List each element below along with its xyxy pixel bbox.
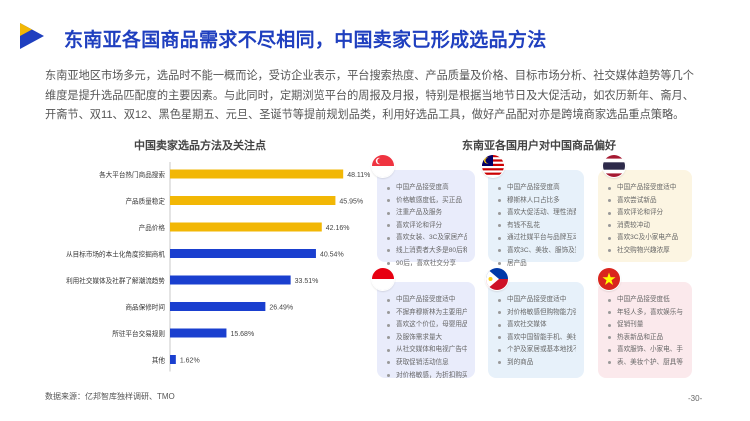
category-label: 产品价格: [139, 223, 166, 232]
bar: [170, 275, 291, 285]
card-list: 中国产品接受度适中 喜欢尝试新品 喜欢评论和评分 消费较冲动 喜欢3C及小家电产品 社交购…: [608, 182, 684, 258]
preference-item: 喜欢女装、3C及家居产品: [387, 232, 467, 245]
preference-item: 喜欢尝试新品: [608, 195, 684, 208]
value-label: 1.62%: [180, 358, 200, 365]
preference-item: 中国产品接受度适中: [608, 182, 684, 195]
philippines-card: 中国产品接受度适中 对价格敏感但购物能力强 喜欢社交媒体 喜欢中国智能手机、美妆 个护及…: [488, 282, 584, 378]
preference-item: 到的商品: [498, 357, 576, 370]
preference-item: 居产品: [498, 258, 576, 271]
preference-item: 喜欢社交媒体: [498, 319, 576, 332]
preference-item: 线上消费者大多是80后和: [387, 245, 467, 258]
chart-title: 中国卖家选品方法及关注点: [134, 140, 266, 152]
preference-item: 通过社媒平台与品牌互动: [498, 232, 576, 245]
preference-item: 90后，喜欢社交分享: [387, 258, 467, 271]
preference-item: 喜欢评论和评分: [608, 207, 684, 220]
brand-logo-icon: [20, 23, 44, 49]
preference-item: 穆斯林人口占比多: [498, 195, 576, 208]
preference-item: 从社交媒体和电视广告中: [387, 344, 467, 357]
preference-item: 喜欢3C及小家电产品: [608, 232, 684, 245]
preference-item: 年轻人多，喜欢娱乐与: [608, 307, 684, 320]
value-label: 33.51%: [295, 278, 319, 285]
value-label: 26.49%: [269, 305, 293, 312]
preference-item: 热衷新品和正品: [608, 332, 684, 345]
vietnam-flag-icon: [598, 268, 620, 290]
preference-item: 中国产品接受度适中: [387, 294, 467, 307]
malaysia-card: 中国产品接受度高穆斯林人口占比多喜欢大促活动、理性消费、有钱不乱花通过社媒平台与…: [488, 170, 584, 267]
card-list: 中国产品接受度适中 不摒弃穆斯林为主要用户 喜欢这个价位，母婴用品 及服饰需求量大 从社…: [387, 294, 467, 382]
singapore-card: 中国产品接受度高 价格敏感度低，买正品 注重产品及服务 喜欢评论和评分 喜欢女装、3C及…: [377, 170, 475, 267]
card-list: 中国产品接受度低 年轻人多，喜欢娱乐与 促销刊量 热衷新品和正品 喜欢服饰、小家电、手表…: [608, 294, 684, 370]
preferences-title: 东南亚各国用户对中国商品偏好: [462, 140, 616, 152]
preference-item: 促销刊量: [608, 319, 684, 332]
category-label: 从目标市场的本土化角度挖掘商机: [66, 250, 165, 259]
category-label: 各大平台热门商品搜索: [99, 170, 165, 179]
preference-item: 对价格敏感，为折扣购买: [387, 370, 467, 383]
malaysia-flag-icon: [482, 155, 504, 177]
bar-chart: 各大平台热门商品搜索 48.11% 产品质量稳定 45.95% 产品价格 42.16% 从目…: [66, 162, 370, 372]
preference-item: 中国产品接受度高: [498, 182, 576, 195]
bar: [170, 249, 316, 258]
data-source: 数据来源：亿邦智库独样调研、TMO: [45, 392, 175, 401]
page-number: -30-: [688, 394, 703, 403]
category-label: 所驻平台交易规则: [112, 329, 165, 338]
bar: [170, 355, 176, 364]
preference-item: 注重产品及服务: [387, 207, 467, 220]
preference-item: 中国产品接受度适中: [498, 294, 576, 307]
preference-item: 喜欢3C、美妆、服饰及家: [498, 245, 576, 258]
philippines-flag-icon: [486, 268, 508, 290]
preference-item: 价格敏感度低，买正品: [387, 195, 467, 208]
page-title: 东南亚各国商品需求不尽相同，中国卖家已形成选品方法: [64, 30, 547, 51]
category-label: 其他: [152, 356, 166, 365]
thailand-card: 中国产品接受度适中 喜欢尝试新品 喜欢评论和评分 消费较冲动 喜欢3C及小家电产品 社交购…: [598, 170, 692, 262]
indonesia-card: 中国产品接受度适中 不摒弃穆斯林为主要用户 喜欢这个价位，母婴用品 及服饰需求量大 从社…: [377, 282, 475, 379]
category-label: 商品保修时间: [125, 303, 165, 312]
preference-item: 喜欢大促活动、理性消费、: [498, 207, 576, 220]
bar: [170, 328, 227, 338]
indonesia-flag-icon: [372, 268, 394, 290]
vietnam-card: 中国产品接受度低 年轻人多，喜欢娱乐与 促销刊量 热衷新品和正品 喜欢服饰、小家电、手表…: [598, 282, 692, 378]
value-label: 40.54%: [320, 252, 344, 259]
preference-item: 社交购物兴趣浓厚: [608, 245, 684, 258]
thailand-flag-icon: [603, 155, 625, 177]
card-list: 中国产品接受度适中 对价格敏感但购物能力强 喜欢社交媒体 喜欢中国智能手机、美妆 个护及…: [498, 294, 576, 370]
preference-item: 中国产品接受度高: [387, 182, 467, 195]
category-label: 利用社交媒体及社群了解潮流趋势: [66, 276, 165, 285]
bar: [170, 302, 266, 311]
preference-item: 有钱不乱花: [498, 220, 576, 233]
preference-item: 消费较冲动: [608, 220, 684, 233]
value-label: 48.11%: [347, 172, 370, 179]
preference-item: 喜欢这个价位，母婴用品: [387, 319, 467, 332]
preference-item: 及服饰需求量大: [387, 332, 467, 345]
preference-item: 表、美妆个护、厨具等: [608, 357, 684, 370]
value-label: 15.68%: [230, 331, 254, 338]
preference-item: 中国产品接受度低: [608, 294, 684, 307]
intro-paragraph: 东南亚地区市场多元，选品时不能一概而论，受访企业表示，平台搜索热度、产品质量及价…: [45, 70, 694, 121]
value-label: 45.95%: [339, 199, 363, 206]
preference-item: 喜欢服饰、小家电、手: [608, 344, 684, 357]
singapore-flag-icon: [372, 155, 394, 177]
preference-item: 喜欢中国智能手机、美妆: [498, 332, 576, 345]
bar: [170, 222, 322, 232]
preference-item: 获取促销活动信息: [387, 357, 467, 370]
card-list: 中国产品接受度高穆斯林人口占比多喜欢大促活动、理性消费、有钱不乱花通过社媒平台与…: [498, 182, 576, 270]
card-list: 中国产品接受度高 价格敏感度低，买正品 注重产品及服务 喜欢评论和评分 喜欢女装、3C及…: [387, 182, 467, 270]
value-label: 42.16%: [326, 225, 350, 232]
preference-item: 个护及家居或基本地找不: [498, 344, 576, 357]
preference-item: 喜欢评论和评分: [387, 220, 467, 233]
bar: [170, 169, 344, 179]
preference-item: 不摒弃穆斯林为主要用户: [387, 307, 467, 320]
bar: [170, 196, 336, 205]
preference-item: 对价格敏感但购物能力强: [498, 307, 576, 320]
category-label: 产品质量稳定: [125, 197, 165, 206]
